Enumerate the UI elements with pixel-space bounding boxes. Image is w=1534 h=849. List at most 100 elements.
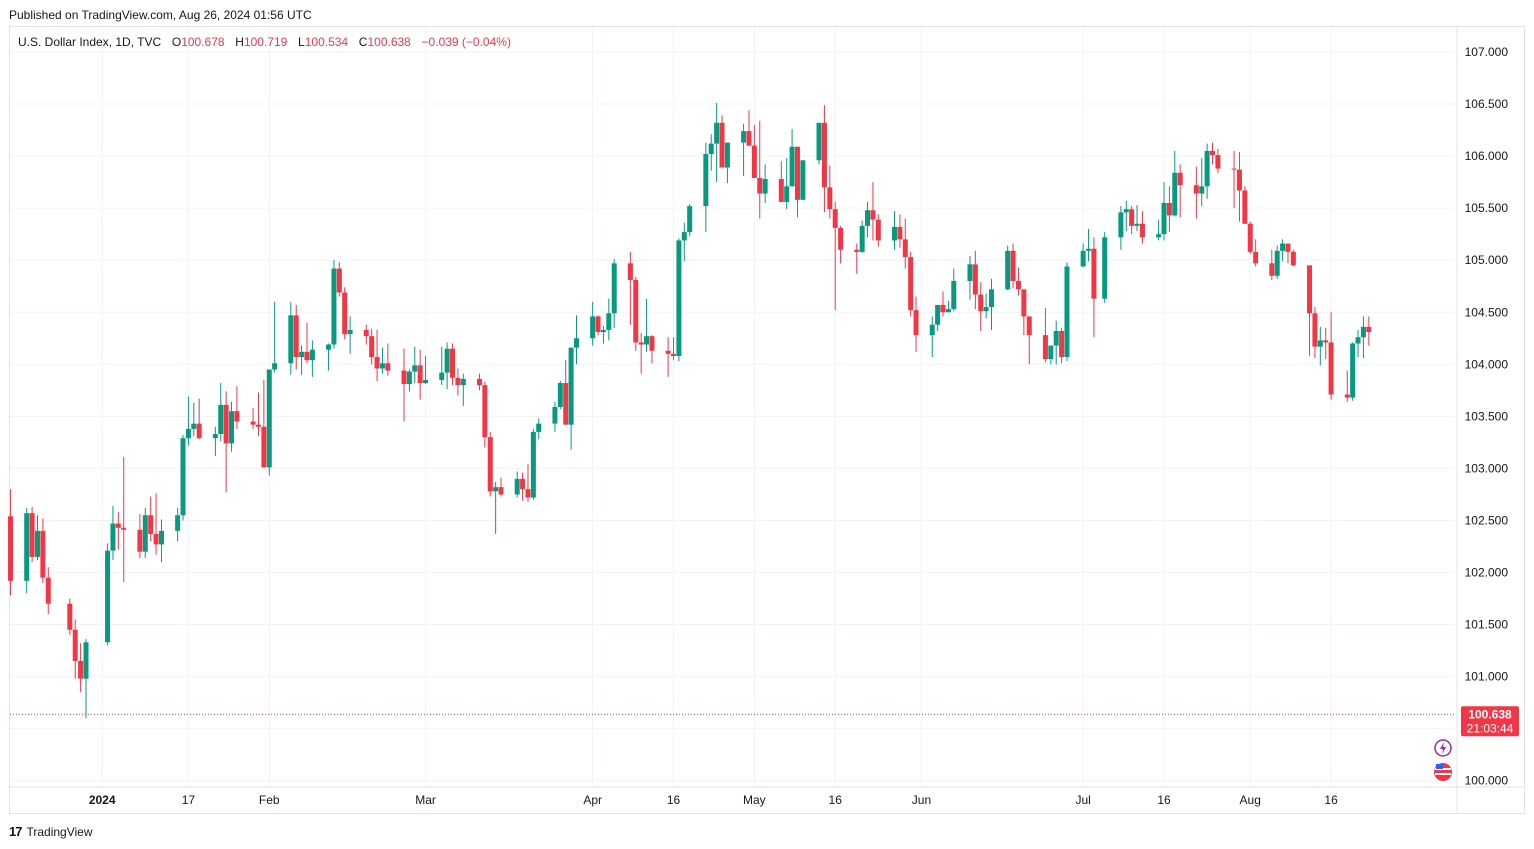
candle-body	[272, 363, 278, 370]
candle-body	[110, 523, 116, 551]
candle-body	[309, 349, 315, 361]
candle-body	[185, 428, 191, 439]
y-tick-label: 100.000	[1465, 774, 1509, 788]
candle-body	[821, 122, 827, 188]
candle-body	[902, 239, 908, 258]
y-tick-label: 102.000	[1465, 566, 1509, 580]
candle-body	[1123, 209, 1129, 213]
candle-body	[158, 530, 164, 545]
candle-body	[520, 478, 526, 490]
candle-body	[1307, 265, 1313, 314]
lightning-icon	[1440, 742, 1446, 754]
candle-body	[638, 342, 644, 345]
candle-body	[1042, 335, 1048, 360]
candle-body	[935, 304, 941, 325]
candle-body	[1328, 342, 1334, 395]
candle-body	[940, 304, 946, 313]
candle-body	[223, 404, 229, 444]
x-tick-label: 16	[1157, 793, 1171, 807]
published-caption: Published on TradingView.com, Aug 26, 20…	[9, 8, 312, 22]
candle-body	[832, 209, 838, 228]
y-tick-label: 104.000	[1465, 357, 1509, 371]
candle-body	[78, 660, 84, 679]
candle-body	[115, 523, 121, 528]
candle-body	[374, 357, 380, 369]
candle-body	[1080, 250, 1086, 267]
candle-body	[784, 186, 790, 202]
candle-body	[369, 336, 375, 358]
candle-body	[1026, 316, 1032, 336]
candle-body	[331, 268, 337, 345]
candle-body	[1102, 237, 1108, 299]
candle-body	[1086, 248, 1092, 251]
candle-body	[1156, 234, 1162, 238]
candle-body	[229, 411, 235, 444]
candle-body	[1193, 185, 1199, 194]
candle-body	[288, 315, 294, 364]
legend-low-label: L	[298, 35, 305, 49]
candle-body	[762, 179, 768, 194]
candle-body	[1280, 243, 1286, 251]
candle-body	[137, 529, 143, 552]
candle-body	[1215, 155, 1221, 169]
candle-body	[627, 263, 633, 280]
candle-body	[908, 257, 914, 311]
candle-body	[1064, 266, 1070, 358]
candle-body	[671, 353, 677, 356]
candle-body	[293, 315, 299, 358]
candle-body	[482, 385, 488, 438]
candle-body	[385, 363, 391, 371]
candle-body	[444, 348, 450, 373]
candle-body	[406, 371, 412, 385]
y-tick-label: 106.000	[1465, 149, 1509, 163]
candle-body	[929, 324, 935, 336]
candle-body	[644, 336, 650, 345]
candle-body	[649, 336, 655, 351]
candle-body	[412, 365, 418, 372]
candle-body	[153, 533, 159, 545]
candle-body	[8, 516, 14, 581]
candle-body	[724, 142, 730, 168]
y-tick-label: 103.500	[1465, 409, 1509, 423]
candle-body	[105, 550, 111, 643]
candle-body	[595, 316, 601, 333]
candle-body	[1053, 330, 1059, 346]
legend-change: −0.039 (−0.04%)	[421, 35, 511, 49]
candle-body	[439, 372, 445, 380]
footer: 17 TradingView	[9, 824, 93, 839]
candle-body	[148, 515, 154, 534]
x-tick-label: 17	[182, 793, 196, 807]
candle-body	[1166, 202, 1172, 216]
candle-body	[29, 513, 35, 557]
x-tick-label: Apr	[583, 793, 602, 807]
x-tick-label: Jul	[1075, 793, 1090, 807]
candle-body	[892, 226, 897, 241]
candle-body	[326, 344, 332, 350]
candle-body	[778, 179, 784, 202]
candle-body	[45, 577, 51, 604]
candle-body	[142, 515, 148, 552]
legend-high-value: 100.719	[243, 35, 288, 49]
candle-body	[897, 226, 903, 240]
candle-body	[708, 143, 714, 155]
candle-body	[665, 350, 671, 354]
candle-body	[40, 530, 46, 578]
candle-body	[1015, 281, 1021, 290]
candle-body	[800, 160, 806, 200]
x-tick-label: Feb	[259, 793, 280, 807]
tradingview-logo-icon[interactable]: 17	[9, 824, 23, 839]
candle-body	[838, 227, 844, 250]
candle-body	[865, 210, 871, 226]
chart-frame[interactable]	[9, 26, 1525, 814]
candle-body	[951, 281, 957, 310]
candle-body	[234, 411, 240, 422]
legend-symbol[interactable]: U.S. Dollar Index, 1D, TVC	[18, 35, 162, 49]
candle-body	[1005, 250, 1011, 290]
footer-brand[interactable]: TradingView	[26, 824, 93, 839]
candle-body	[611, 263, 617, 314]
candle-body	[304, 351, 310, 361]
candle-body	[967, 264, 973, 282]
candle-body	[401, 370, 407, 385]
candle-body	[563, 383, 569, 425]
